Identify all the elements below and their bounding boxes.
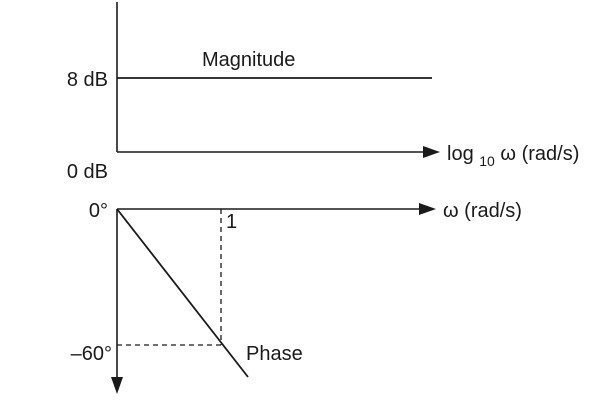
phase-x-tick-1: 1 — [226, 211, 237, 233]
magnitude-x-axis-label-prefix: log — [447, 143, 474, 165]
phase-plot: 0° –60° 1 Phase ω (rad/s) — [71, 200, 522, 394]
phase-curve — [116, 208, 249, 378]
phase-x-axis-arrowhead — [419, 203, 436, 215]
magnitude-curve-label: Magnitude — [202, 49, 295, 71]
magnitude-x-axis-arrowhead — [423, 146, 440, 158]
magnitude-y-tick-8db: 8 dB — [67, 69, 108, 91]
phase-y-tick-minus60deg: –60° — [71, 343, 112, 365]
phase-curve-label: Phase — [246, 343, 303, 365]
phase-y-axis-arrowhead — [111, 377, 123, 394]
phase-x-axis-label: ω (rad/s) — [443, 200, 522, 222]
magnitude-x-axis-label-subscript: 10 — [479, 153, 495, 169]
magnitude-y-tick-0db: 0 dB — [67, 161, 108, 183]
magnitude-plot: Magnitude 8 dB 0 dB log 10 ω (rad/s) — [67, 2, 579, 183]
magnitude-x-axis-label: log 10 ω (rad/s) — [447, 143, 579, 171]
phase-y-tick-0deg: 0° — [89, 200, 108, 222]
magnitude-x-axis-label-suffix: ω (rad/s) — [500, 143, 579, 165]
